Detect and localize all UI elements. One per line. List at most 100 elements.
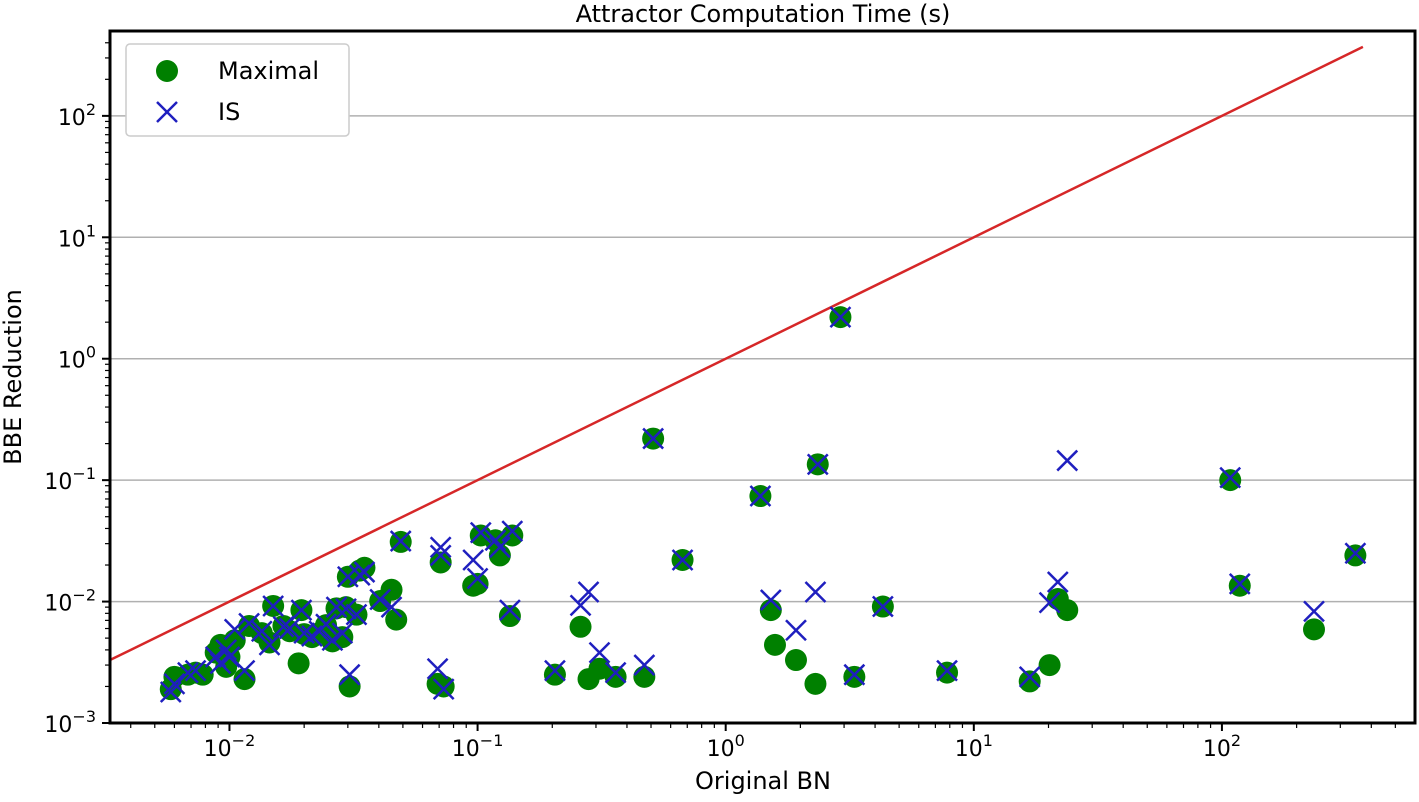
is-point [429, 544, 452, 567]
is-point [936, 659, 958, 682]
is-point [544, 659, 566, 682]
y-tick-label: 101 [58, 221, 96, 252]
maximal-point [784, 649, 807, 672]
is-point [209, 652, 232, 675]
is-point [484, 529, 507, 552]
is-point [177, 661, 199, 684]
legend-marker-is [156, 101, 178, 123]
maximal-point [543, 663, 566, 686]
is-point [469, 521, 492, 544]
is-point [1228, 572, 1251, 595]
is-point [262, 595, 285, 617]
chart-title: Attractor Computation Time (s) [576, 0, 951, 28]
is-point [1056, 449, 1079, 472]
maximal-point [1344, 544, 1367, 567]
x-tick-label: 101 [955, 731, 993, 762]
is-point [184, 659, 207, 682]
is-point [806, 453, 829, 476]
is-point [501, 520, 524, 543]
maximal-point [338, 675, 361, 698]
is-point [749, 485, 772, 507]
maximal-point [1056, 599, 1079, 622]
is-point [238, 612, 260, 635]
is-point [223, 618, 246, 641]
legend-marker-maximal [156, 60, 178, 82]
maximal-point [936, 661, 959, 684]
legend-label-is: IS [218, 98, 240, 126]
grid-lines [110, 115, 1415, 603]
maximal-point [429, 551, 452, 574]
y-tick-label: 100 [58, 343, 96, 374]
x-tick-label: 100 [707, 731, 745, 762]
legend-box [125, 43, 350, 137]
is-point [671, 549, 694, 571]
x-tick-label: 10−2 [204, 731, 256, 762]
is-point [1038, 591, 1061, 614]
is-point [325, 596, 348, 619]
is-point [380, 596, 403, 619]
is-point [163, 672, 186, 695]
maximal-point [498, 605, 521, 628]
maximal-point [633, 665, 656, 688]
maximal-point [466, 572, 489, 595]
is-point [258, 633, 281, 656]
is-point [588, 641, 611, 664]
is-point [1219, 466, 1242, 489]
is-point [278, 617, 301, 640]
maximal-point [432, 675, 455, 698]
is-point [272, 615, 295, 638]
is-point [642, 427, 665, 450]
is-point [829, 306, 852, 329]
x-tick-label: 102 [1203, 731, 1241, 762]
reference-line [109, 45, 1364, 662]
is-point [233, 659, 256, 682]
data-points [159, 306, 1367, 703]
maximal-point [843, 665, 866, 688]
is-point [429, 536, 452, 559]
maximal-point [385, 608, 408, 631]
maximal-point [804, 672, 827, 695]
y-tick-label: 10−1 [44, 464, 96, 495]
maximal-point [287, 652, 310, 675]
is-point [335, 598, 357, 620]
axis-ticks: 10−2 10−1 100 101 102 10−3 10−2 10−1 100 101 102 [44, 42, 1396, 762]
maximal-point [1228, 574, 1251, 597]
is-point [215, 639, 238, 661]
is-point [338, 663, 361, 686]
maximal-point [569, 615, 592, 638]
is-point [633, 654, 656, 676]
is-point [462, 549, 485, 571]
maximal-point [1038, 654, 1061, 677]
is-point [426, 657, 449, 680]
is-point [369, 588, 392, 611]
maximal-point [331, 626, 354, 649]
maximal-point [1018, 670, 1041, 693]
maximal-point [233, 668, 256, 691]
is-point [345, 603, 368, 626]
y-axis-label: BBE Reduction [0, 289, 27, 465]
legend-label-maximal: Maximal [218, 57, 319, 85]
is-point [804, 581, 827, 603]
x-tick-label: 10−1 [452, 731, 504, 762]
is-point [389, 530, 412, 552]
is-point [432, 678, 455, 701]
is-point [290, 599, 313, 622]
is-point [569, 594, 592, 617]
maximal-point [258, 631, 281, 654]
is-point [1046, 571, 1069, 593]
is-point [577, 581, 600, 603]
maximal-point [763, 633, 786, 656]
is-point [499, 599, 521, 622]
maximal-point [604, 665, 627, 688]
is-point [315, 613, 337, 636]
is-point [604, 661, 627, 684]
is-point [321, 629, 344, 652]
is-point [353, 561, 376, 583]
is-point [1303, 600, 1325, 623]
is-point [843, 663, 866, 686]
is-point [250, 620, 273, 643]
is-point [1018, 665, 1041, 688]
maximal-point [759, 599, 782, 622]
